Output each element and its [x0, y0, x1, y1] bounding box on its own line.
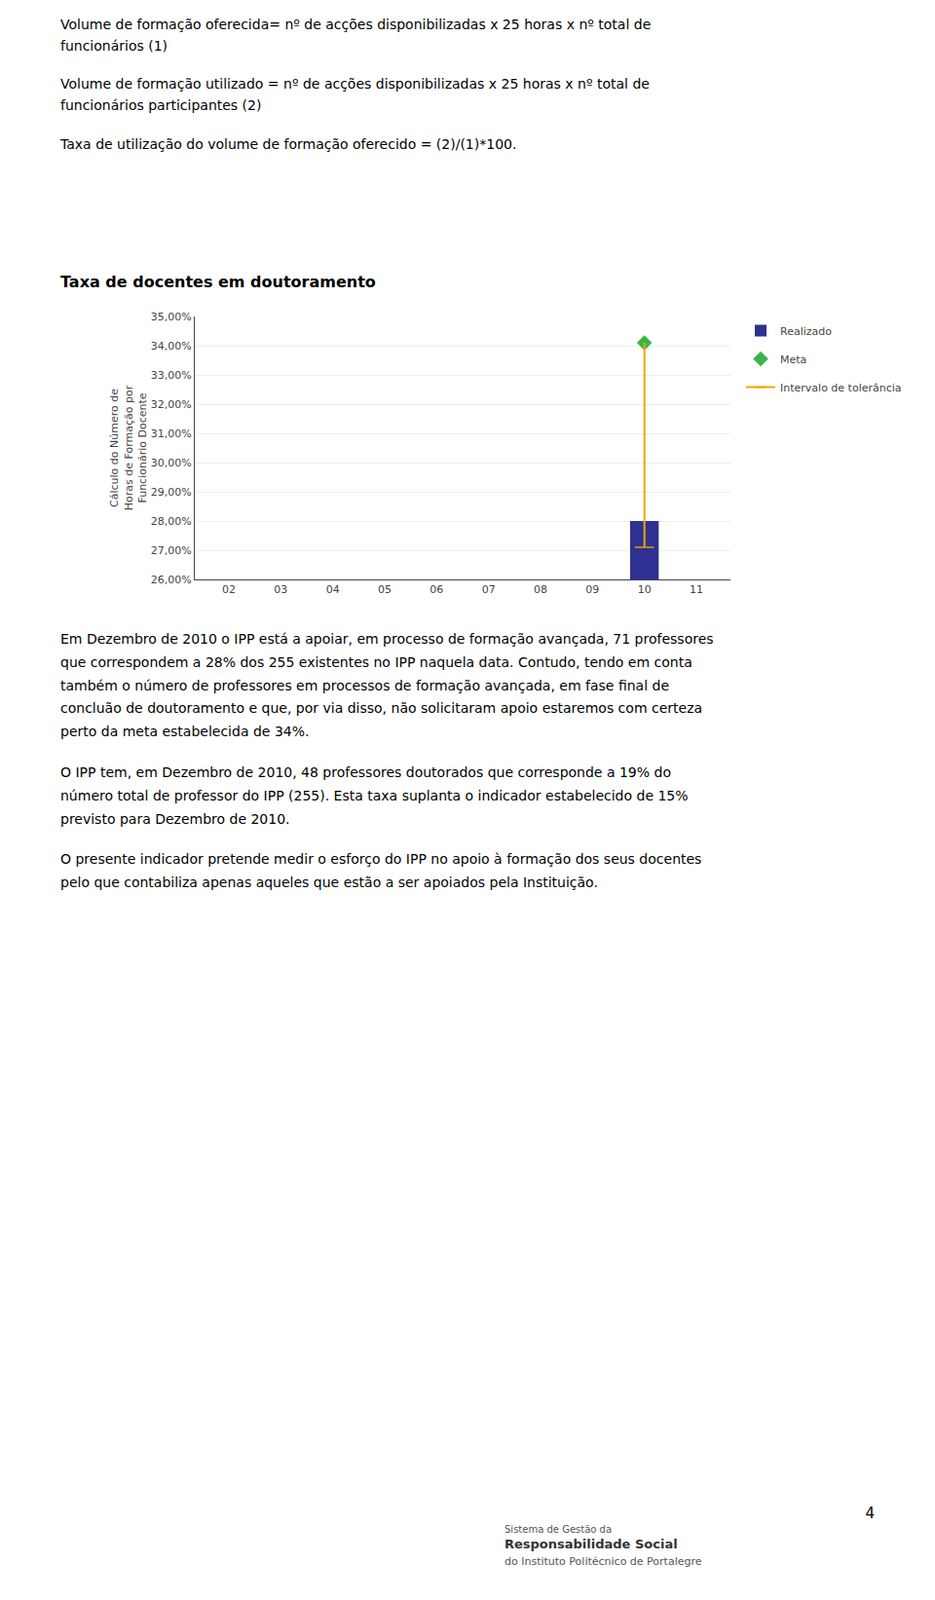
svg-text:04: 04 — [326, 583, 340, 597]
html-text:O IPP tem, em Dezembro de 2010: O IPP tem, em Dezembro de 2010, 48 profe… — [60, 764, 689, 827]
svg-text:29,00%: 29,00% — [150, 486, 192, 499]
svg-text:30,00%: 30,00% — [150, 456, 192, 470]
html-text:Sistema de Gestão da: Sistema de Gestão da — [504, 1524, 612, 1535]
html-text:Taxa de utilização do volume d: Taxa de utilização do volume de formação… — [60, 136, 517, 152]
svg-text:05: 05 — [377, 583, 392, 597]
html-text:Volume de formação utilizado =: Volume de formação utilizado = nº de acç… — [60, 76, 650, 114]
svg-text:03: 03 — [273, 583, 288, 597]
html-text:do Instituto Politécnico de Po: do Instituto Politécnico de Portalegre — [504, 1555, 702, 1569]
svg-text:Meta: Meta — [780, 353, 807, 367]
svg-text:Cálculo do Número deHoras de F: Cálculo do Número deHoras de Formação po… — [108, 384, 150, 511]
html-text:O presente indicador pretende: O presente indicador pretende medir o es… — [60, 851, 702, 891]
svg-text:28,00%: 28,00% — [150, 515, 192, 528]
svg-text:27,00%: 27,00% — [150, 544, 192, 558]
svg-text:Intervalo de tolerância: Intervalo de tolerância — [780, 381, 902, 395]
html-text:Taxa de docentes em doutoramen: Taxa de docentes em doutoramento — [60, 272, 376, 292]
svg-text:Realizado: Realizado — [780, 325, 832, 338]
html-text:Responsabilidade Social: Responsabilidade Social — [504, 1536, 678, 1552]
html-text:4: 4 — [865, 1504, 875, 1523]
svg-text:11: 11 — [689, 583, 704, 597]
svg-text:34,00%: 34,00% — [150, 339, 192, 353]
html-text:Em Dezembro de 2010 o IPP está: Em Dezembro de 2010 o IPP está a apoiar,… — [60, 631, 714, 740]
svg-text:08: 08 — [533, 583, 548, 597]
svg-text:06: 06 — [429, 583, 444, 597]
svg-text:35,00%: 35,00% — [150, 310, 192, 324]
svg-text:33,00%: 33,00% — [150, 369, 192, 382]
svg-text:26,00%: 26,00% — [150, 573, 192, 587]
svg-text:31,00%: 31,00% — [150, 427, 192, 441]
svg-text:02: 02 — [222, 583, 236, 597]
html-text:Volume de formação oferecida=: Volume de formação oferecida= nº de acçõ… — [60, 16, 651, 54]
svg-text:32,00%: 32,00% — [150, 398, 192, 412]
svg-text:09: 09 — [585, 583, 599, 597]
svg-text:07: 07 — [482, 583, 496, 597]
svg-text:10: 10 — [637, 583, 652, 597]
